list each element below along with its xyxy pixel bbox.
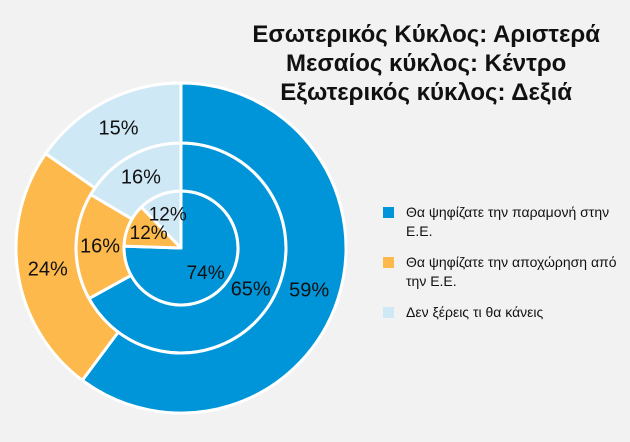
- legend-item-undecided: Δεν ξέρεις τι θα κάνεις: [383, 303, 623, 322]
- label-inner-remain: 74%: [187, 263, 225, 284]
- legend-item-leave: Θα ψηφίζατε την αποχώρηση από την Ε.Ε.: [383, 253, 623, 291]
- legend-swatch-remain: [383, 207, 394, 218]
- label-inner-leave: 12%: [130, 223, 168, 244]
- chart-title: Εσωτερικός Κύκλος: Αριστερά Μεσαίος κύκλ…: [252, 20, 600, 107]
- legend-swatch-leave: [383, 257, 394, 268]
- legend-label-undecided: Δεν ξέρεις τι θα κάνεις: [406, 304, 544, 320]
- label-inner-undecided: 12%: [149, 205, 187, 226]
- label-outer-remain: 59%: [289, 280, 329, 302]
- label-middle-undecided: 16%: [121, 167, 161, 189]
- label-outer-leave: 24%: [28, 259, 68, 281]
- legend: Θα ψηφίζατε την παραμονή στην Ε.Ε. Θα ψη…: [383, 203, 623, 334]
- label-middle-remain: 65%: [231, 278, 271, 300]
- label-middle-leave: 16%: [80, 236, 120, 258]
- slice-outer-undecided: [44, 81, 183, 190]
- slice-outer-leave: [14, 152, 120, 382]
- legend-swatch-undecided: [383, 307, 394, 318]
- slice-outer-remain: [80, 81, 348, 415]
- legend-label-leave: Θα ψηφίζατε την αποχώρηση από την Ε.Ε.: [406, 254, 617, 289]
- legend-label-remain: Θα ψηφίζατε την παραμονή στην Ε.Ε.: [406, 204, 610, 239]
- title-line-outer: Εξωτερικός κύκλος: Δεξιά: [280, 79, 573, 106]
- title-line-middle: Μεσαίος κύκλος: Κέντρο: [285, 50, 567, 77]
- title-line-inner: Εσωτερικός Κύκλος: Αριστερά: [252, 21, 600, 48]
- label-outer-undecided: 15%: [99, 117, 139, 139]
- legend-item-remain: Θα ψηφίζατε την παραμονή στην Ε.Ε.: [383, 203, 623, 241]
